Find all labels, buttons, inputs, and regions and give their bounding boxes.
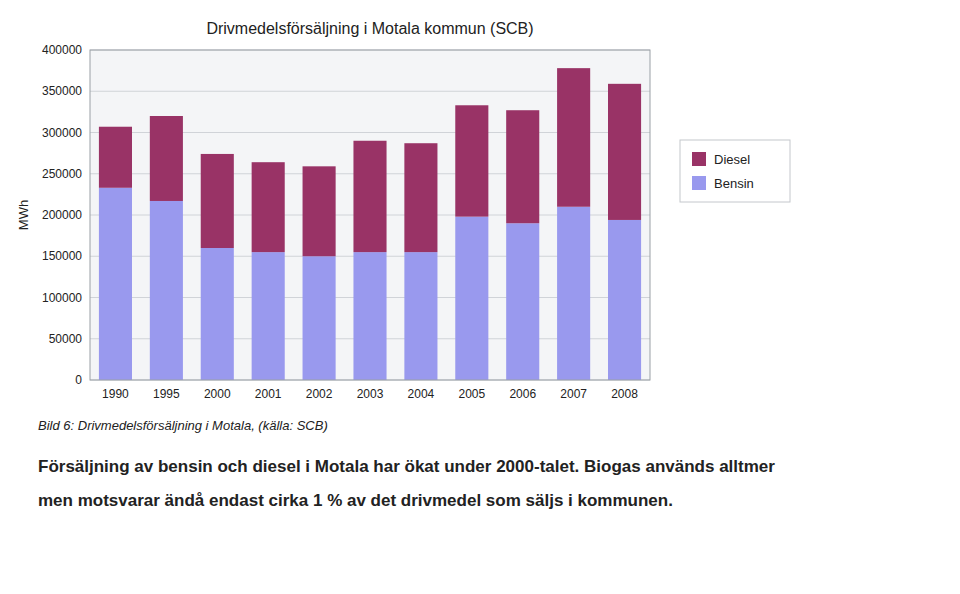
y-tick-label: 150000 xyxy=(42,249,82,263)
bar-segment xyxy=(303,166,336,256)
bar-segment xyxy=(201,248,234,380)
y-tick-label: 400000 xyxy=(42,43,82,57)
y-tick-label: 50000 xyxy=(49,332,83,346)
bar-segment xyxy=(608,220,641,380)
legend-box xyxy=(680,140,790,202)
legend-swatch xyxy=(692,176,706,190)
y-tick-label: 350000 xyxy=(42,84,82,98)
body-text: men motsvarar ändå endast cirka 1 % av d… xyxy=(38,491,673,510)
x-tick-label: 2001 xyxy=(255,387,282,401)
x-tick-label: 2004 xyxy=(408,387,435,401)
bars xyxy=(99,68,641,380)
y-tick-label: 0 xyxy=(75,373,82,387)
y-tick-label: 300000 xyxy=(42,126,82,140)
caption: Bild 6: Drivmedelsförsäljning i Motala, … xyxy=(38,418,328,433)
legend-swatch xyxy=(692,152,706,166)
bar-segment xyxy=(455,217,488,380)
bar-segment xyxy=(404,252,437,380)
bar-segment xyxy=(252,162,285,252)
bar-segment xyxy=(201,154,234,248)
y-tick-label: 250000 xyxy=(42,167,82,181)
bar-segment xyxy=(608,84,641,220)
body-text: Försäljning av bensin och diesel i Motal… xyxy=(38,457,775,476)
bar-segment xyxy=(455,105,488,216)
bar-segment xyxy=(557,68,590,207)
chart-title: Drivmedelsförsäljning i Motala kommun (S… xyxy=(206,20,533,37)
y-axis-label: MWh xyxy=(16,200,31,230)
legend-label: Diesel xyxy=(714,152,750,167)
bar-segment xyxy=(99,188,132,380)
x-tick-label: 2003 xyxy=(357,387,384,401)
bar-segment xyxy=(404,143,437,252)
x-tick-label: 2000 xyxy=(204,387,231,401)
legend-label: Bensin xyxy=(714,176,754,191)
x-tick-label: 2005 xyxy=(458,387,485,401)
x-tick-label: 1990 xyxy=(102,387,129,401)
x-tick-label: 1995 xyxy=(153,387,180,401)
bar-segment xyxy=(150,201,183,380)
x-tick-label: 2002 xyxy=(306,387,333,401)
plot-area xyxy=(90,50,650,380)
bar-segment xyxy=(99,127,132,188)
chart: 0 50000 100000 150000 200000 250000 300000 3500… xyxy=(0,0,960,594)
x-tick-label: 2008 xyxy=(611,387,638,401)
bar-segment xyxy=(252,252,285,380)
bar-segment xyxy=(506,223,539,380)
bar-segment xyxy=(557,207,590,380)
bar-segment xyxy=(353,141,386,252)
legend: Diesel Bensin xyxy=(680,140,790,202)
bar-segment xyxy=(150,116,183,201)
bar-segment xyxy=(353,252,386,380)
plot-frame xyxy=(90,50,650,380)
bar-segment xyxy=(506,110,539,223)
y-tick-label: 100000 xyxy=(42,291,82,305)
x-tick-label: 2007 xyxy=(560,387,587,401)
x-tick-label: 2006 xyxy=(509,387,536,401)
y-tick-label: 200000 xyxy=(42,208,82,222)
bar-segment xyxy=(303,256,336,380)
